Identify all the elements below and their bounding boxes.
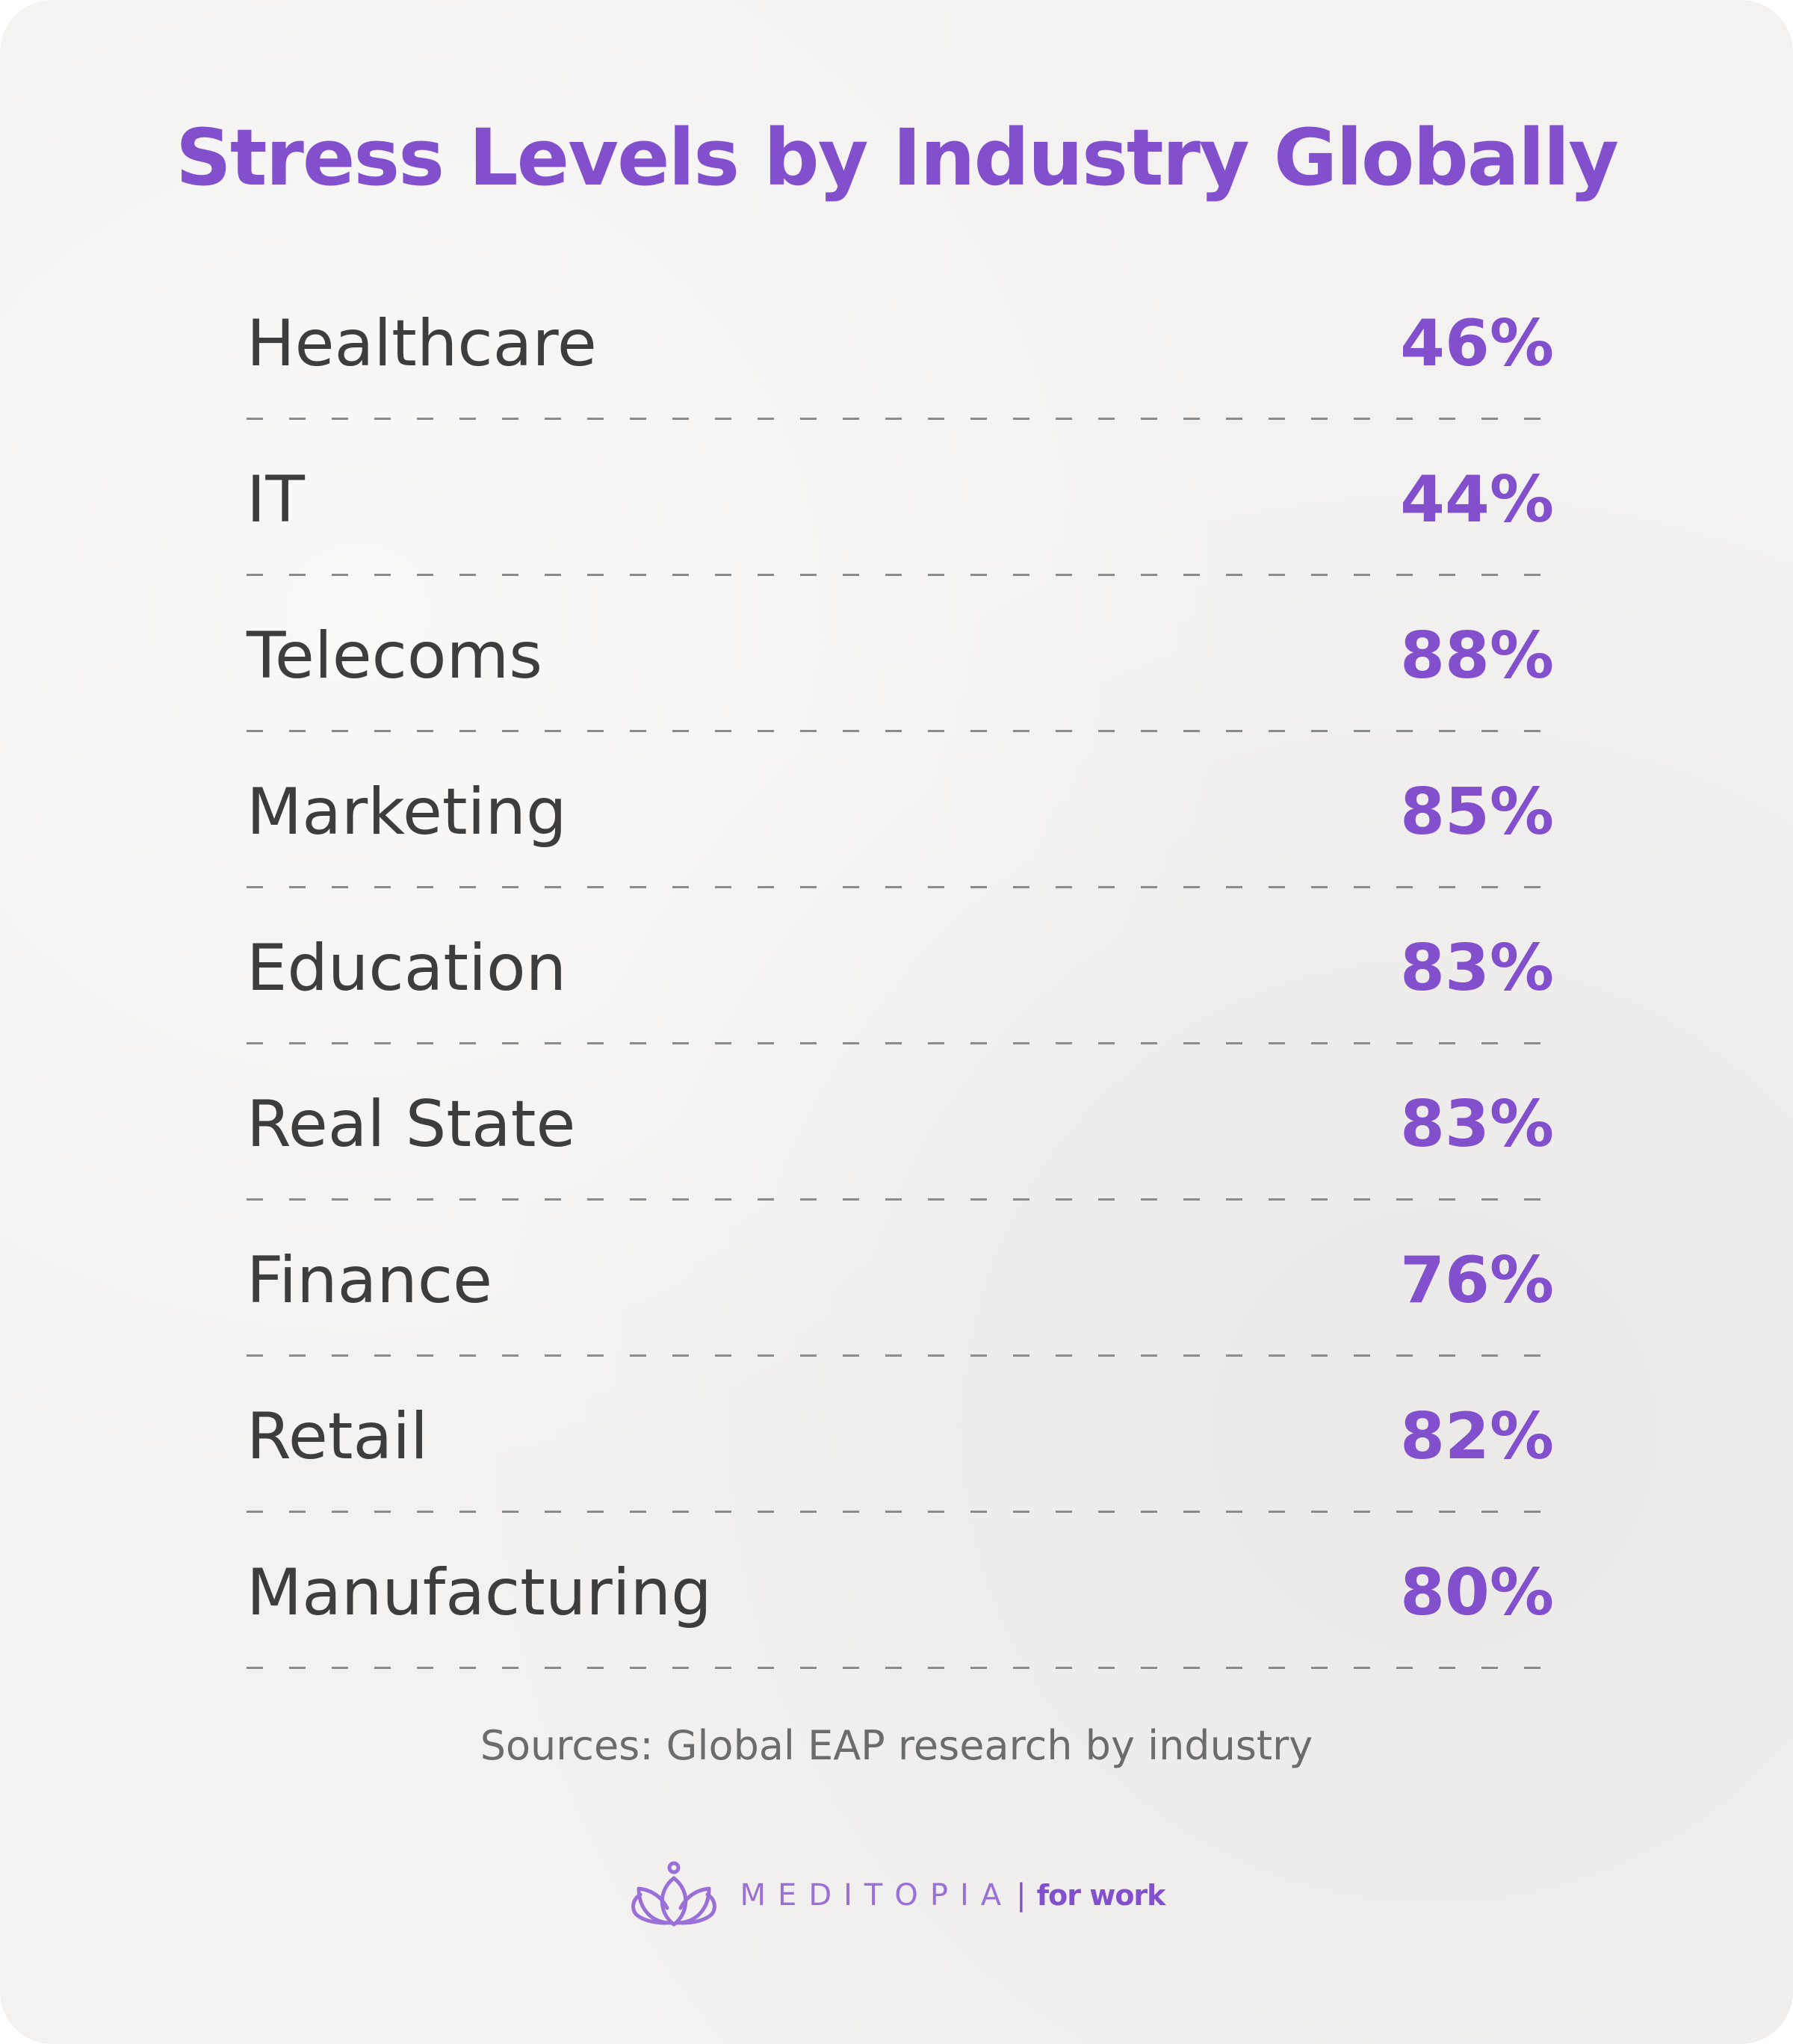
industry-label: IT [247,462,305,537]
table-row: Manufacturing 80% [247,1544,1554,1700]
dashed-divider [247,1198,1554,1201]
source-note: Sources: Global EAP research by industry [480,1722,1313,1769]
dashed-divider [247,574,1554,576]
industry-label: Finance [247,1243,493,1318]
dashed-divider [247,886,1554,888]
industry-label: Retail [247,1399,429,1474]
stress-table: Healthcare 46% IT 44% Telecoms 88% Marketing 85… [247,295,1554,1700]
table-row: Marketing 85% [247,764,1554,920]
table-row: Telecoms 88% [247,607,1554,764]
table-row: Retail 82% [247,1388,1554,1544]
brand-footer: MEDITOPIA | for work [0,1860,1793,1930]
industry-label: Manufacturing [247,1555,712,1630]
stress-value: 80% [1400,1555,1554,1630]
dashed-divider [247,1042,1554,1044]
stress-value: 83% [1400,931,1554,1006]
dashed-divider [247,1354,1554,1357]
industry-label: Marketing [247,775,567,849]
table-row: Education 83% [247,920,1554,1076]
stress-value: 88% [1400,619,1554,693]
industry-label: Healthcare [247,306,597,381]
dashed-divider [247,1667,1554,1669]
brand-tagline: for work [1036,1879,1166,1912]
lotus-logo-icon [631,1861,716,1927]
dashed-divider [247,1511,1554,1513]
industry-label: Real State [247,1087,576,1162]
stress-value: 76% [1400,1243,1554,1318]
table-row: Healthcare 46% [247,295,1554,451]
table-row: Real State 83% [247,1076,1554,1232]
table-row: IT 44% [247,451,1554,607]
stress-value: 82% [1400,1399,1554,1474]
stress-value: 44% [1400,462,1554,537]
brand-separator: | [1016,1878,1026,1913]
stress-value: 83% [1400,1087,1554,1162]
dashed-divider [247,418,1554,420]
industry-label: Education [247,931,567,1006]
table-row: Finance 76% [247,1232,1554,1388]
brand-name: MEDITOPIA [740,1878,1014,1913]
stress-value: 85% [1400,775,1554,849]
dashed-divider [247,730,1554,732]
chart-title: Stress Levels by Industry Globally [175,112,1619,203]
stress-value: 46% [1400,306,1554,381]
industry-label: Telecoms [247,619,543,693]
